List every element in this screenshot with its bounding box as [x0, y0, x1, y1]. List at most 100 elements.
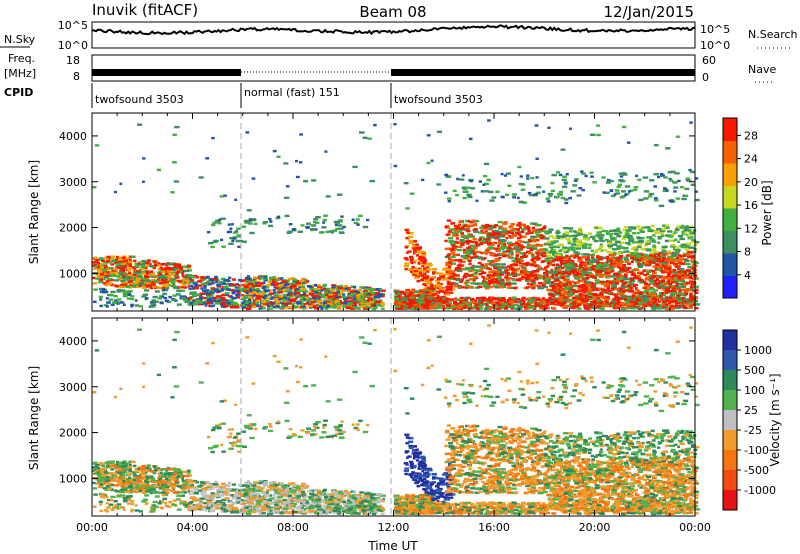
heatmap-cell	[594, 295, 598, 298]
heatmap-cell	[673, 181, 678, 184]
heatmap-cell	[657, 241, 661, 244]
heatmap-cell	[554, 271, 560, 274]
heatmap-cell	[229, 289, 234, 292]
heatmap-cell	[373, 304, 378, 307]
heatmap-cell	[110, 303, 115, 307]
heatmap-cell	[157, 297, 163, 300]
heatmap-cell	[589, 171, 594, 174]
heatmap-cell	[570, 190, 576, 193]
heatmap-cell	[624, 273, 628, 276]
heatmap-cell	[683, 252, 689, 256]
heatmap-cell	[629, 270, 634, 274]
heatmap-cell	[255, 284, 261, 288]
heatmap-cell	[602, 249, 607, 252]
heatmap-cell	[577, 272, 582, 275]
heatmap-cell	[568, 293, 574, 297]
heatmap-cell	[520, 246, 526, 249]
heatmap-cell	[521, 230, 525, 233]
heatmap-cell	[621, 190, 626, 193]
heatmap-cell	[671, 252, 677, 256]
heatmap-cell	[466, 242, 470, 245]
heatmap-cell	[425, 270, 430, 273]
heatmap-cell	[669, 261, 674, 265]
heatmap-cell	[317, 297, 321, 300]
heatmap-cell	[578, 265, 582, 269]
heatmap-cell	[609, 189, 613, 193]
heatmap-cell	[667, 272, 672, 275]
heatmap-cell	[115, 266, 119, 269]
heatmap-cell	[171, 298, 177, 302]
heatmap-cell	[560, 266, 565, 270]
heatmap-cell	[116, 290, 122, 293]
heatmap-cell	[352, 295, 356, 298]
heatmap-cell	[609, 258, 614, 262]
heatmap-cell	[609, 229, 615, 232]
heatmap-cell	[687, 266, 693, 269]
heatmap-cell	[161, 289, 166, 292]
heatmap-cell	[319, 231, 325, 234]
heatmap-cell	[336, 289, 341, 292]
heatmap-cell	[560, 276, 565, 279]
heatmap-cell	[606, 255, 610, 259]
heatmap-cell	[609, 268, 615, 271]
heatmap-cell	[447, 276, 452, 279]
heatmap-cell	[168, 295, 172, 299]
heatmap-cell	[489, 253, 495, 256]
heatmap-cell	[590, 275, 595, 278]
heatmap-cell	[585, 280, 591, 284]
heatmap-cell	[517, 230, 523, 234]
heatmap-cell	[643, 190, 650, 193]
heatmap-cell	[189, 295, 194, 299]
heatmap-cell	[537, 266, 542, 269]
heatmap-cell	[458, 260, 462, 263]
heatmap-cell	[352, 298, 356, 301]
heatmap-cell	[437, 297, 442, 300]
heatmap-cell	[519, 259, 524, 263]
heatmap-cell	[546, 288, 551, 292]
heatmap-cell	[588, 246, 592, 250]
heatmap-cell	[612, 248, 618, 251]
heatmap-cell	[481, 241, 486, 244]
heatmap-cell	[229, 227, 233, 230]
heatmap-cell	[101, 288, 106, 291]
heatmap-cell	[376, 296, 381, 299]
nsky-frame	[91, 21, 696, 49]
heatmap-cell	[555, 245, 561, 249]
heatmap-cell	[452, 234, 457, 237]
heatmap-cell	[548, 292, 553, 295]
heatmap-cell	[668, 282, 672, 286]
heatmap-cell	[442, 268, 447, 271]
heatmap-cell	[617, 259, 621, 263]
heatmap-cell	[158, 273, 162, 277]
heatmap-cell	[123, 265, 127, 269]
heatmap-cell	[663, 268, 668, 272]
heatmap-cell	[470, 187, 476, 190]
heatmap-cell	[214, 302, 221, 305]
heatmap-cell	[527, 229, 531, 233]
heatmap-cell	[268, 292, 274, 295]
heatmap-cell	[631, 294, 636, 298]
heatmap-cell	[613, 293, 617, 296]
heatmap-cell	[312, 305, 318, 308]
heatmap-cell	[528, 277, 533, 280]
heatmap-cell	[563, 290, 568, 294]
heatmap-cell	[644, 262, 649, 265]
heatmap-cell	[527, 263, 532, 266]
heatmap-cell	[679, 279, 685, 283]
heatmap-cell	[577, 279, 582, 283]
heatmap-cell	[114, 279, 120, 282]
heatmap-cell	[134, 304, 140, 307]
heatmap-cell	[501, 266, 507, 269]
heatmap-cell	[627, 289, 632, 293]
heatmap-cell	[240, 302, 245, 305]
heatmap-cell	[519, 200, 525, 204]
heatmap-cell	[680, 186, 685, 189]
heatmap-cell	[691, 267, 695, 270]
heatmap-cell	[583, 233, 587, 237]
heatmap-cell	[560, 282, 565, 285]
heatmap-cell	[524, 273, 528, 277]
heatmap-cell	[418, 246, 423, 249]
heatmap-cell	[173, 267, 179, 270]
heatmap-cell	[256, 304, 260, 307]
